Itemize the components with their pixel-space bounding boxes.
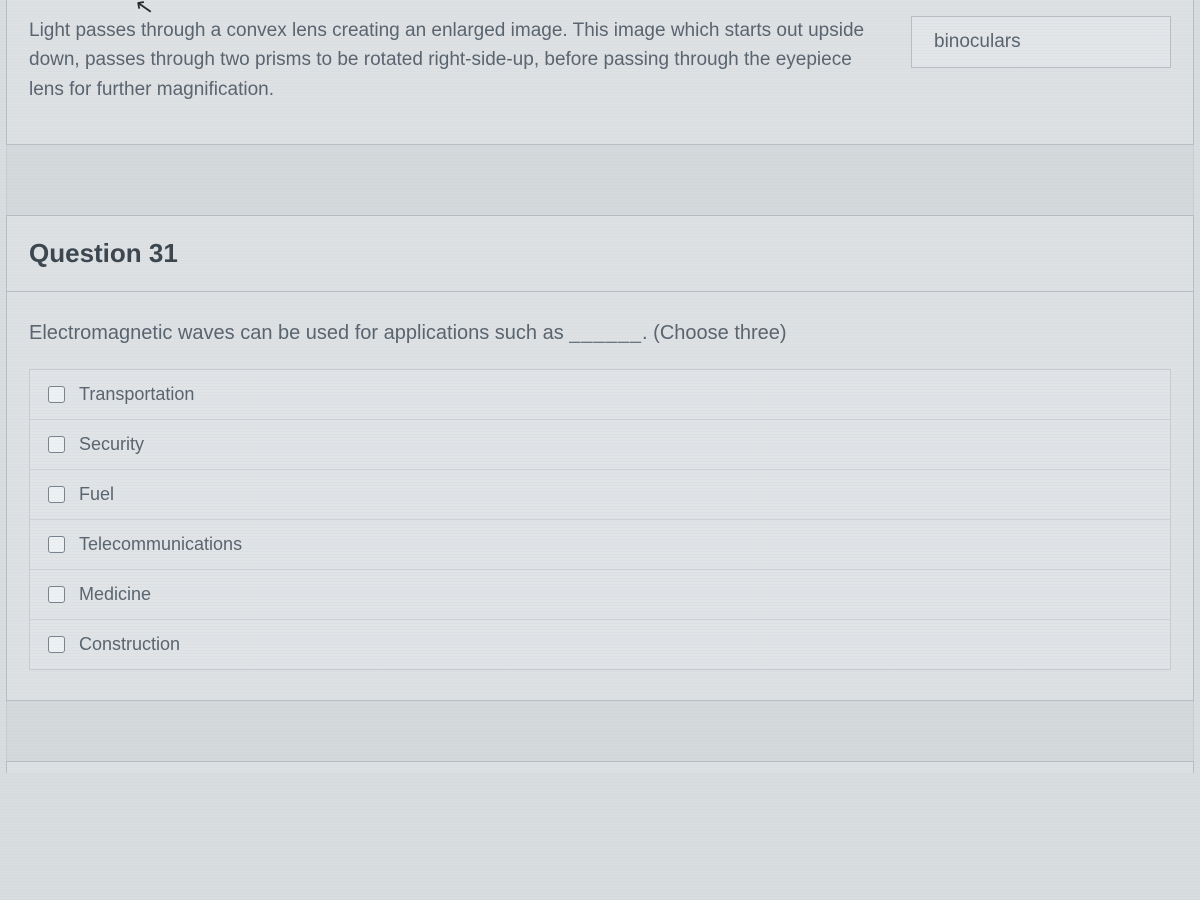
previous-answer-field[interactable]: binoculars (911, 16, 1171, 68)
previous-answer-value: binoculars (934, 31, 1021, 53)
mouse-cursor-icon: ↖ (133, 0, 156, 21)
question-card: Question 31 Electromagnetic waves can be… (6, 215, 1194, 701)
next-question-sliver (6, 761, 1194, 773)
checkbox-icon[interactable] (48, 436, 65, 453)
option-telecommunications[interactable]: Telecommunications (30, 520, 1170, 570)
question-header: Question 31 (7, 216, 1193, 292)
checkbox-icon[interactable] (48, 586, 65, 603)
previous-question-row: Light passes through a convex lens creat… (6, 0, 1194, 145)
option-label: Medicine (79, 584, 151, 605)
option-medicine[interactable]: Medicine (30, 570, 1170, 620)
question-prompt: Electromagnetic waves can be used for ap… (7, 292, 1193, 369)
question-heading: Question 31 (29, 238, 1171, 269)
options-list: Transportation Security Fuel Telecommuni… (29, 369, 1171, 670)
option-label: Transportation (79, 384, 194, 405)
spacer (6, 145, 1194, 215)
checkbox-icon[interactable] (48, 636, 65, 653)
checkbox-icon[interactable] (48, 386, 65, 403)
checkbox-icon[interactable] (48, 486, 65, 503)
option-construction[interactable]: Construction (30, 620, 1170, 669)
checkbox-icon[interactable] (48, 536, 65, 553)
prompt-suffix: . (Choose three) (642, 322, 787, 344)
option-label: Telecommunications (79, 534, 242, 555)
option-fuel[interactable]: Fuel (30, 470, 1170, 520)
option-label: Security (79, 434, 144, 455)
option-label: Construction (79, 634, 180, 655)
prompt-blank: ______ (569, 322, 642, 344)
prompt-prefix: Electromagnetic waves can be used for ap… (29, 322, 569, 344)
option-transportation[interactable]: Transportation (30, 370, 1170, 420)
previous-question-description: Light passes through a convex lens creat… (29, 16, 891, 104)
option-label: Fuel (79, 484, 114, 505)
option-security[interactable]: Security (30, 420, 1170, 470)
spacer (6, 701, 1194, 761)
